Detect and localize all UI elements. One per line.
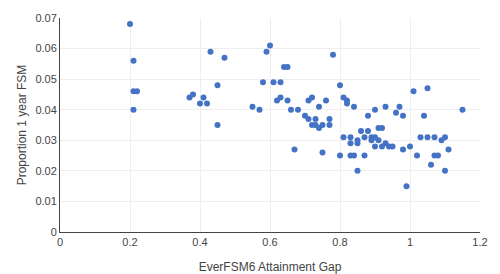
- svg-text:0.02: 0.02: [35, 165, 56, 177]
- svg-text:0: 0: [51, 226, 57, 238]
- svg-text:0.06: 0.06: [35, 42, 56, 54]
- svg-text:0.05: 0.05: [35, 73, 56, 85]
- svg-text:EverFSM6 Attainment Gap: EverFSM6 Attainment Gap: [199, 260, 342, 274]
- svg-text:0.04: 0.04: [35, 104, 56, 116]
- svg-text:1.2: 1.2: [472, 236, 487, 248]
- svg-text:Proportion 1 year FSM: Proportion 1 year FSM: [15, 65, 29, 186]
- svg-text:1: 1: [407, 236, 413, 248]
- svg-text:0: 0: [57, 236, 63, 248]
- svg-text:0.4: 0.4: [192, 236, 207, 248]
- svg-text:0.03: 0.03: [35, 134, 56, 146]
- svg-text:0.8: 0.8: [332, 236, 347, 248]
- svg-text:0.6: 0.6: [262, 236, 277, 248]
- svg-text:0.01: 0.01: [35, 195, 56, 207]
- svg-text:0.2: 0.2: [122, 236, 137, 248]
- svg-text:0.07: 0.07: [35, 12, 56, 24]
